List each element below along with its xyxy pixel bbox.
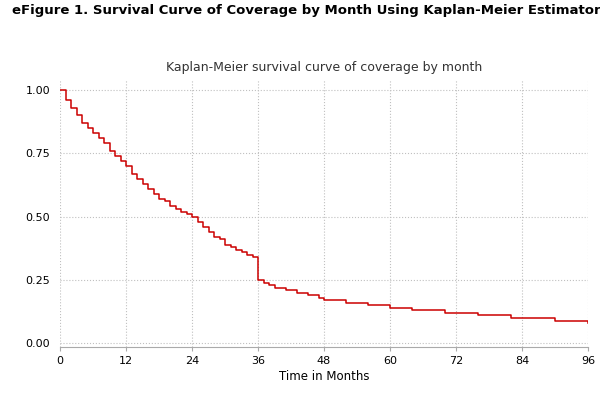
Title: Kaplan-Meier survival curve of coverage by month: Kaplan-Meier survival curve of coverage … [166, 61, 482, 75]
Text: eFigure 1. Survival Curve of Coverage by Month Using Kaplan-Meier Estimator: eFigure 1. Survival Curve of Coverage by… [12, 4, 600, 17]
X-axis label: Time in Months: Time in Months [279, 370, 369, 383]
